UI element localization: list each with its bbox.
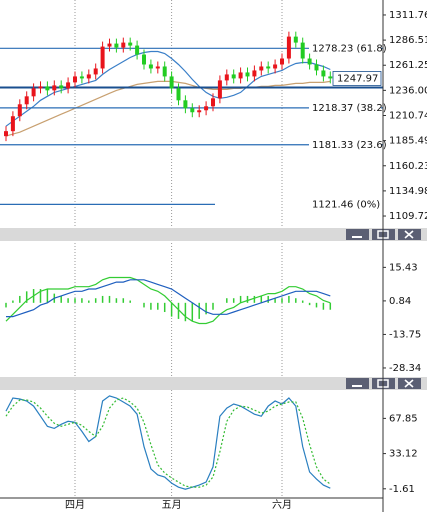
- candle-body: [245, 72, 250, 77]
- candle-body: [100, 46, 105, 69]
- level-label-bg: [309, 42, 381, 55]
- x-tick-label: 四月: [65, 499, 85, 511]
- series-line: [6, 279, 331, 318]
- y-tick-label: 15.43: [389, 262, 418, 273]
- candle-body: [211, 98, 215, 107]
- candle-body: [162, 66, 167, 77]
- candle-body: [135, 45, 140, 55]
- candle-body: [183, 100, 188, 109]
- price-label: 1247.97: [337, 73, 378, 84]
- price-label-bg: [332, 71, 382, 86]
- minimize-icon: [352, 236, 362, 238]
- series-line: [5, 80, 331, 137]
- y-tick-label: 1160.23: [389, 161, 427, 172]
- candle-body: [204, 106, 209, 111]
- candle-body: [307, 58, 312, 65]
- series-line: [5, 276, 331, 325]
- candle-body: [10, 116, 15, 132]
- candle-body: [38, 86, 43, 89]
- candle-body: [176, 88, 181, 101]
- candle-body: [107, 43, 112, 47]
- close-icon: [404, 230, 414, 239]
- candle-body: [93, 68, 98, 75]
- candle-body: [190, 108, 195, 113]
- candle-body: [17, 104, 22, 117]
- series-line: [5, 395, 331, 490]
- candle-body: [79, 76, 84, 79]
- series-line: [5, 50, 331, 127]
- candle-body: [66, 82, 71, 89]
- y-tick-label: 1109.72: [389, 211, 427, 222]
- candle-body: [321, 70, 326, 77]
- y-tick-label: 1261.25: [389, 60, 427, 71]
- candle-body: [231, 74, 236, 79]
- y-tick-label: 1185.49: [389, 136, 427, 147]
- y-tick-label: 0.84: [389, 296, 411, 307]
- candle-body: [252, 70, 257, 77]
- minimize-icon: [352, 385, 362, 387]
- candle-body: [114, 43, 119, 48]
- y-tick-label: -13.75: [389, 329, 421, 340]
- pane-toolbar: [0, 377, 427, 390]
- candle-body: [86, 74, 91, 79]
- y-tick-label: 1236.00: [389, 85, 427, 96]
- candle-body: [121, 42, 126, 48]
- y-tick-label: 33.12: [389, 449, 418, 460]
- minimize-button[interactable]: [346, 378, 369, 389]
- level-label: 1278.23 (61.8): [312, 43, 387, 54]
- candle-body: [273, 64, 278, 69]
- candle-body: [280, 58, 284, 65]
- candle-body: [266, 66, 271, 69]
- candle-body: [286, 36, 291, 59]
- level-label-bg: [309, 198, 381, 211]
- candle-body: [217, 80, 222, 99]
- series-line: [5, 397, 331, 488]
- candle-body: [155, 66, 160, 69]
- toolbar-bar: [0, 228, 427, 241]
- y-tick-label: 1134.98: [389, 186, 427, 197]
- candle-body: [142, 54, 146, 65]
- candle-body: [52, 85, 57, 91]
- candle-body: [224, 74, 229, 81]
- candle-body: [59, 85, 64, 89]
- candle-body: [197, 110, 202, 113]
- candle-body: [314, 64, 319, 71]
- candle-body: [73, 76, 77, 83]
- y-tick-label: 67.85: [389, 413, 418, 424]
- level-label-bg: [309, 101, 381, 114]
- candle-body: [169, 76, 174, 89]
- level-label: 1218.37 (38.2): [312, 103, 387, 114]
- candle-body: [45, 86, 50, 91]
- candle-body: [300, 42, 305, 59]
- candle-body: [24, 96, 29, 105]
- y-tick-label: -28.34: [389, 363, 421, 374]
- y-tick-label: 1210.74: [389, 110, 427, 121]
- x-tick-label: 六月: [272, 499, 292, 511]
- candle-body: [148, 64, 153, 69]
- y-tick-label: -1.61: [389, 484, 415, 495]
- candle-body: [31, 88, 36, 97]
- y-tick-label: 1311.76: [389, 10, 427, 21]
- level-label-bg: [309, 138, 381, 151]
- candle-body: [238, 72, 243, 79]
- level-label: 1121.46 (0%): [312, 199, 380, 210]
- minimize-button[interactable]: [346, 229, 369, 240]
- candle-body: [128, 42, 133, 46]
- level-label: 1181.33 (23.6): [312, 140, 387, 151]
- candle-body: [293, 36, 298, 43]
- y-tick-label: 1286.51: [389, 35, 427, 46]
- candle-body: [4, 131, 8, 137]
- toolbar-bar: [0, 377, 427, 390]
- x-tick-label: 五月: [162, 499, 182, 511]
- candle-body: [259, 66, 264, 71]
- close-icon: [404, 379, 414, 388]
- pane-toolbar: [0, 228, 427, 241]
- candle-body: [328, 76, 333, 79]
